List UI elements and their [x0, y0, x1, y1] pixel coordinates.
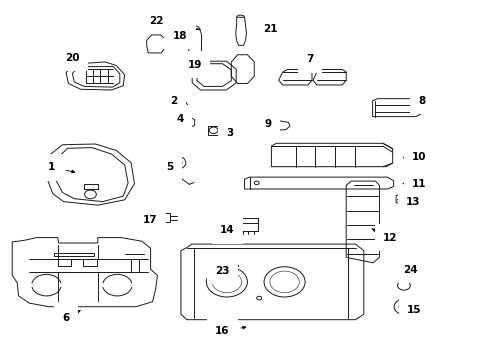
Text: 12: 12	[371, 229, 397, 243]
Text: 14: 14	[220, 225, 236, 235]
Text: 19: 19	[187, 60, 202, 70]
Text: 21: 21	[254, 24, 277, 34]
Text: 8: 8	[413, 96, 424, 106]
Text: 15: 15	[406, 305, 421, 315]
Text: 3: 3	[222, 128, 233, 138]
Text: 2: 2	[170, 96, 178, 106]
Text: 7: 7	[305, 54, 313, 68]
Text: 23: 23	[215, 265, 238, 276]
Text: 1: 1	[48, 162, 75, 173]
Text: 24: 24	[402, 265, 417, 275]
Text: 16: 16	[215, 326, 245, 336]
Text: 13: 13	[397, 197, 420, 207]
Text: 22: 22	[149, 16, 163, 31]
Text: 5: 5	[166, 162, 174, 172]
Text: 9: 9	[264, 119, 272, 129]
Text: 20: 20	[65, 53, 83, 63]
Text: 4: 4	[176, 114, 183, 124]
Text: 11: 11	[403, 179, 426, 189]
Text: 18: 18	[172, 31, 187, 41]
Text: 17: 17	[143, 215, 159, 225]
Text: 10: 10	[403, 152, 426, 162]
Text: 6: 6	[62, 310, 81, 323]
